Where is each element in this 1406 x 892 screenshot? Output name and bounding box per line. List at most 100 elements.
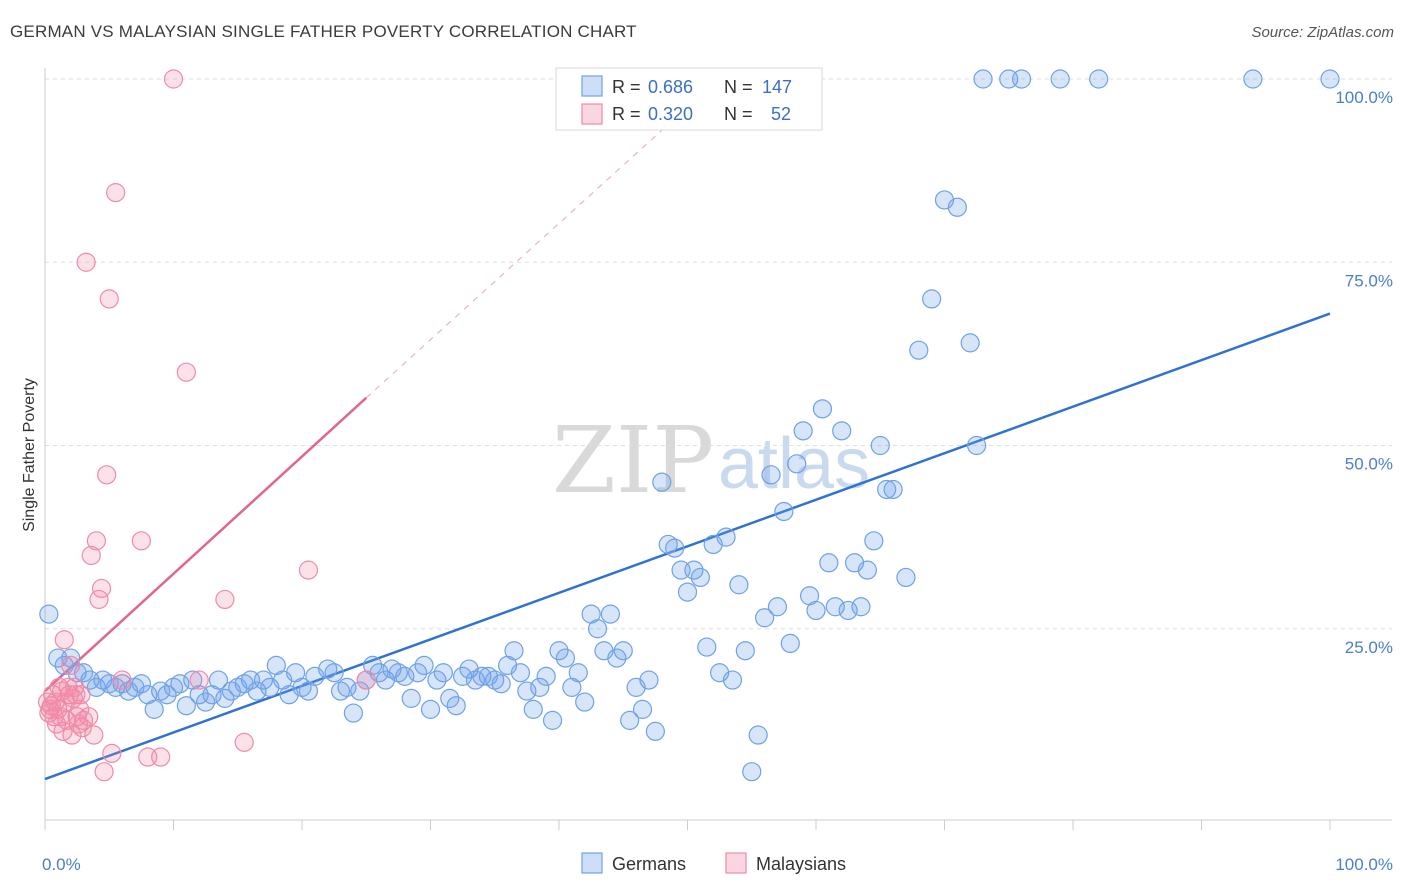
german-point: [517, 681, 537, 701]
german-point: [131, 674, 151, 694]
german-point: [465, 670, 486, 690]
german-point: [151, 681, 171, 701]
german-point: [697, 637, 717, 657]
malaysian-trend-line: [44, 396, 368, 692]
german-point: [922, 289, 942, 309]
watermark-atlas: atlas: [718, 424, 870, 504]
y-tick-label: 100.0%: [1335, 88, 1393, 107]
malaysian-point: [57, 710, 77, 730]
x-tick-label: 100.0%: [1335, 855, 1393, 874]
german-point: [632, 699, 653, 719]
german-point: [613, 641, 633, 661]
legend-r-value-germans: 0.686: [648, 77, 693, 97]
german-point: [819, 553, 839, 573]
malaysian-point: [215, 589, 235, 610]
german-point: [748, 725, 768, 745]
malaysian-point: [72, 718, 92, 738]
german-point: [600, 604, 621, 624]
german-point: [793, 421, 813, 441]
malaysian-point: [76, 252, 96, 272]
malaysian-point: [298, 560, 319, 580]
german-point: [144, 699, 164, 719]
malaysian-point: [79, 707, 99, 727]
german-point: [388, 663, 408, 683]
german-point: [960, 333, 980, 353]
german-point: [536, 666, 556, 686]
german-point: [877, 479, 897, 500]
y-tick-label: 50.0%: [1345, 455, 1393, 474]
german-point: [401, 688, 421, 708]
axes: [44, 68, 1392, 830]
german-point: [870, 435, 890, 456]
malaysian-point: [67, 707, 87, 727]
german-point: [851, 597, 871, 617]
series-legend-swatch-germans: [581, 852, 603, 874]
stats-legend: R = 0.686 N = 147 R = 0.320 N = 52: [555, 67, 823, 131]
german-point: [170, 674, 190, 694]
german-point: [523, 699, 543, 719]
german-point: [684, 560, 704, 580]
malaysian-point: [151, 747, 171, 767]
malaysian-point: [112, 670, 132, 690]
tick-labels: 25.0% 50.0% 75.0% 100.0% 0.0% 100.0%: [42, 88, 1393, 874]
german-point: [665, 538, 685, 558]
german-point: [414, 655, 434, 676]
malaysian-point: [176, 362, 196, 382]
x-tick-label: 0.0%: [42, 855, 81, 874]
german-point: [825, 597, 845, 617]
malaysian-point: [68, 714, 89, 734]
german-point: [607, 648, 627, 668]
malaysian-point: [86, 531, 107, 551]
german-point: [446, 696, 466, 716]
malaysian-point: [102, 743, 122, 763]
german-point: [1243, 69, 1263, 89]
series-legend-swatch-malaysians: [725, 852, 747, 874]
german-point: [787, 454, 807, 474]
german-point: [86, 677, 107, 697]
german-point: [343, 703, 363, 723]
german-point: [208, 670, 229, 690]
series-legend-label-malaysians: Malaysians: [756, 854, 846, 874]
german-point: [292, 677, 312, 697]
german-point: [729, 575, 749, 595]
malaysian-point: [106, 183, 126, 203]
series-legend-label-germans: Germans: [612, 854, 686, 874]
german-point: [420, 699, 441, 719]
malaysian-point: [66, 685, 86, 705]
german-point: [722, 670, 743, 690]
german-trend-line: [44, 312, 1331, 781]
y-tick-label: 25.0%: [1345, 638, 1393, 657]
legend-n-value-germans: 147: [762, 77, 792, 97]
malaysian-point: [73, 710, 94, 730]
german-point: [253, 670, 274, 690]
legend-swatch-malaysians: [581, 103, 603, 125]
trend-lines: [44, 129, 1331, 781]
malaysian-point: [54, 630, 74, 650]
german-point: [324, 663, 344, 683]
malaysian-point: [81, 545, 101, 566]
german-point: [1011, 69, 1032, 89]
malaysian-point: [356, 670, 376, 690]
legend-swatch-germans: [581, 75, 603, 97]
y-axis-label: Single Father Poverty: [21, 378, 38, 532]
malaysian-point: [89, 589, 109, 610]
malaysian-point: [131, 531, 151, 551]
chart-title: GERMAN VS MALAYSIAN SINGLE FATHER POVERT…: [10, 22, 637, 41]
malaysian-point: [61, 655, 81, 676]
german-point: [973, 69, 993, 89]
german-point: [504, 641, 524, 661]
malaysian-point: [189, 670, 209, 690]
malaysian-point: [50, 707, 71, 727]
german-point: [408, 663, 428, 683]
german-point: [39, 604, 59, 624]
german-point: [774, 501, 794, 522]
german-point: [864, 531, 884, 551]
data-points: [37, 69, 1340, 782]
german-point: [440, 688, 460, 708]
malaysian-point: [94, 762, 114, 782]
malaysian-point: [71, 685, 91, 705]
german-point: [433, 663, 453, 683]
y-tick-label: 75.0%: [1345, 271, 1393, 290]
german-point: [530, 677, 550, 697]
german-point: [832, 421, 852, 441]
